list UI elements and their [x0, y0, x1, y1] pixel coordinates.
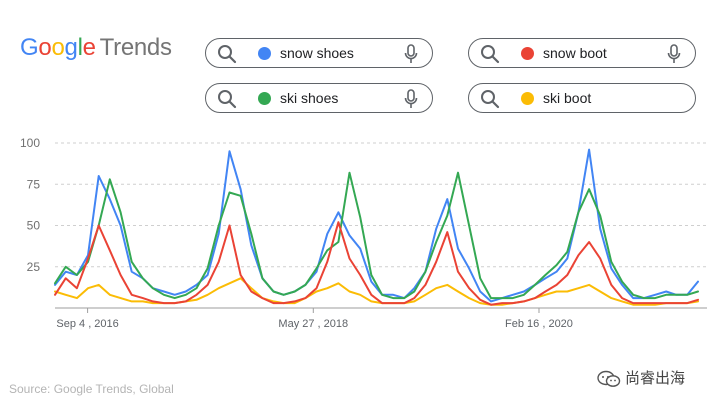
y-tick-label: 75	[27, 177, 41, 191]
series-line-ski-shoes	[54, 171, 699, 300]
x-tick-label: Feb 16 , 2020	[505, 318, 573, 330]
logo-letter: o	[51, 34, 65, 61]
search-icon	[481, 45, 500, 64]
series-line-snow-boot	[54, 221, 699, 306]
watermark-label: 尚睿出海	[625, 370, 686, 387]
logo-trends-word: Trends	[99, 34, 172, 61]
series-color-dot	[521, 92, 534, 105]
google-trends-logo: Google Trends	[20, 34, 172, 62]
logo-google-word: Google	[20, 34, 96, 61]
logo-letter: g	[64, 34, 78, 61]
y-tick-label: 50	[27, 219, 41, 233]
logo-letter: G	[20, 34, 39, 61]
microphone-icon[interactable]	[667, 44, 681, 64]
search-icon	[481, 90, 500, 109]
search-term-pill-snow-shoes[interactable]: snow shoes	[205, 38, 433, 68]
series-color-dot	[521, 47, 534, 60]
logo-letter: l	[77, 34, 83, 61]
series-color-dot	[258, 47, 271, 60]
wechat-watermark: 尚睿出海	[597, 367, 685, 388]
search-term-pill-ski-shoes[interactable]: ski shoes	[205, 83, 433, 113]
search-term-pill-ski-boot[interactable]: ski boot	[468, 83, 696, 113]
search-term-label: ski shoes	[280, 90, 339, 106]
interest-over-time-chart: 25 50 75 100 Sep 4 , 2016 May 27 , 2018 Feb 16…	[20, 136, 707, 330]
logo-letter: e	[82, 34, 96, 61]
microphone-icon[interactable]	[404, 44, 418, 64]
y-tick-label: 100	[20, 136, 40, 150]
series-line-snow-shoes	[54, 148, 699, 303]
microphone-icon[interactable]	[404, 89, 418, 109]
search-term-label: snow shoes	[280, 45, 354, 61]
search-icon	[218, 45, 237, 64]
y-tick-label: 25	[27, 260, 41, 274]
search-icon	[218, 90, 237, 109]
series-color-dot	[258, 92, 271, 105]
search-term-label: ski boot	[543, 90, 592, 106]
search-term-label: snow boot	[543, 45, 607, 61]
source-caption: Source: Google Trends, Global	[9, 382, 174, 396]
logo-letter: o	[38, 34, 52, 61]
search-term-pill-snow-boot[interactable]: snow boot	[468, 38, 696, 68]
x-tick-label: May 27 , 2018	[278, 318, 348, 330]
x-tick-label: Sep 4 , 2016	[56, 318, 118, 330]
wechat-icon	[597, 370, 621, 387]
